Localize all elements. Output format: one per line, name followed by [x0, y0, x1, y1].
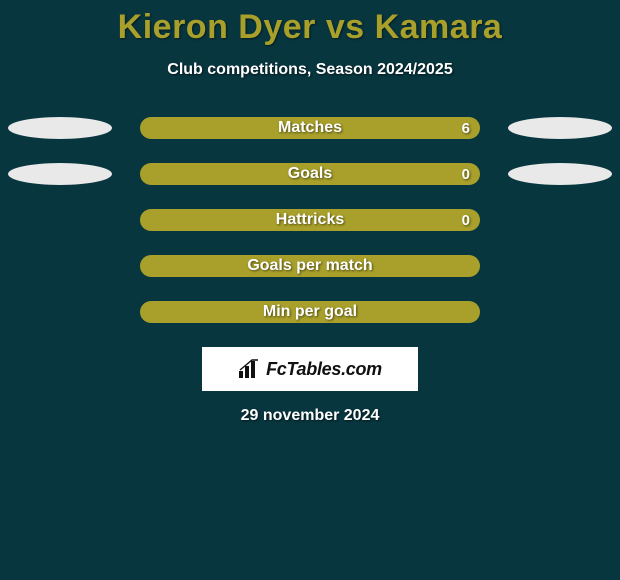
stat-label: Goals: [288, 165, 332, 183]
left-value-ellipse: [8, 117, 112, 139]
stat-label: Matches: [278, 119, 342, 137]
source-logo: FcTables.com: [202, 347, 418, 391]
left-value-ellipse: [8, 163, 112, 185]
bar-chart-icon: [238, 359, 260, 379]
stat-value-right: 0: [462, 166, 470, 183]
stat-bar: Min per goal: [140, 301, 480, 323]
logo-text: FcTables.com: [266, 359, 382, 380]
right-value-ellipse: [508, 117, 612, 139]
stat-label: Min per goal: [263, 303, 357, 321]
right-value-ellipse: [508, 163, 612, 185]
stat-row: Goals per match: [0, 255, 620, 277]
stat-bar: Hattricks 0: [140, 209, 480, 231]
stat-row: Min per goal: [0, 301, 620, 323]
stat-row: Matches 6: [0, 117, 620, 139]
stat-bar: Goals per match: [140, 255, 480, 277]
stat-label: Goals per match: [247, 257, 372, 275]
stat-value-right: 6: [462, 120, 470, 137]
stat-row: Hattricks 0: [0, 209, 620, 231]
date-label: 29 november 2024: [0, 407, 620, 425]
stat-bar: Goals 0: [140, 163, 480, 185]
subtitle: Club competitions, Season 2024/2025: [0, 61, 620, 79]
stat-label: Hattricks: [276, 211, 344, 229]
stat-value-right: 0: [462, 212, 470, 229]
stat-bar: Matches 6: [140, 117, 480, 139]
stat-row: Goals 0: [0, 163, 620, 185]
comparison-rows: Matches 6 Goals 0 Hattricks 0 Goals per …: [0, 117, 620, 323]
page-title: Kieron Dyer vs Kamara: [0, 0, 620, 47]
